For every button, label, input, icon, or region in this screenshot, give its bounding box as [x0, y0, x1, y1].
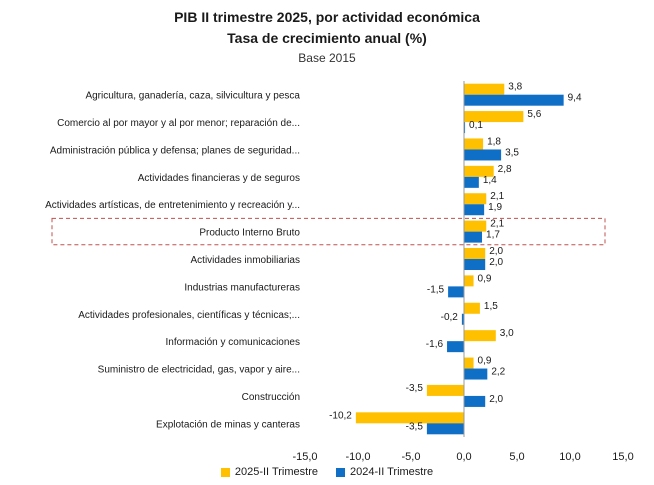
bar-2024 [464, 395, 486, 407]
bar-2024 [461, 313, 464, 325]
data-label-2025: 3,8 [508, 82, 522, 93]
data-label-2024: -1,5 [427, 284, 445, 295]
category-label: Información y comunicaciones [165, 337, 300, 348]
data-label-2024: -0,2 [441, 312, 459, 323]
bar-2025 [355, 412, 464, 424]
bar-2024 [464, 204, 485, 216]
bar-2025 [464, 138, 484, 150]
data-label-2024: 1,9 [488, 202, 502, 213]
bar-2025 [464, 357, 474, 369]
x-tick-label: -5,0 [402, 451, 421, 463]
data-label-2024: 1,4 [483, 175, 497, 186]
data-label-2025: 0,9 [478, 273, 492, 284]
data-label-2024: -3,5 [406, 421, 424, 432]
bar-2024 [464, 176, 479, 188]
data-label-2025: 1,5 [484, 301, 498, 312]
x-tick-label: 15,0 [612, 451, 633, 463]
bar-2025 [426, 384, 464, 396]
data-label-2024: 2,0 [489, 394, 503, 405]
data-label-2025: 2,0 [489, 246, 503, 257]
category-label: Actividades inmobiliarias [191, 255, 301, 266]
bar-2024 [464, 149, 502, 161]
bar-2024 [464, 122, 466, 134]
category-label: Comercio al por mayor y al por menor; re… [57, 118, 300, 129]
data-label-2024: 0,1 [469, 120, 483, 131]
bar-2024 [464, 231, 483, 243]
data-label-2024: 3,5 [505, 147, 519, 158]
legend-swatch-2024 [336, 467, 345, 477]
category-label: Administración pública y defensa; planes… [50, 145, 300, 156]
bar-2025 [464, 193, 487, 205]
chart-subtitle: Tasa de crecimiento anual (%) [227, 30, 427, 46]
bar-2025 [464, 220, 487, 232]
data-label-2025: -3,5 [406, 383, 424, 394]
category-label: Suministro de electricidad, gas, vapor y… [98, 365, 300, 376]
data-label-2024: 9,4 [568, 93, 582, 104]
data-label-2025: 0,9 [478, 356, 492, 367]
data-label-2024: 2,0 [489, 257, 503, 268]
bar-2025 [464, 302, 480, 314]
bar-2024 [448, 286, 464, 298]
data-label-2025: -10,2 [329, 410, 352, 421]
legend: 2025-II Trimestre 2024-II Trimestre [0, 466, 654, 478]
bar-2024 [426, 423, 464, 435]
data-label-2024: 2,2 [491, 367, 505, 378]
x-tick-label: 0,0 [456, 451, 471, 463]
x-tick-label: 10,0 [559, 451, 580, 463]
category-label: Industrias manufactureras [184, 282, 300, 293]
data-label-2024: -1,6 [426, 339, 444, 350]
bar-2025 [464, 275, 474, 287]
x-tick-label: -15,0 [292, 451, 317, 463]
bar-2025 [464, 111, 524, 123]
data-label-2025: 5,6 [527, 109, 541, 120]
category-label: Producto Interno Bruto [199, 228, 300, 239]
chart-note: Base 2015 [298, 51, 356, 65]
x-tick-label: 5,0 [509, 451, 524, 463]
data-label-2025: 2,1 [490, 219, 504, 230]
data-label-2025: 1,8 [487, 136, 501, 147]
bar-2025 [464, 165, 494, 177]
data-label-2025: 2,1 [490, 191, 504, 202]
data-label-2025: 2,8 [498, 164, 512, 175]
bar-2024 [447, 341, 464, 353]
category-label: Actividades artísticas, de entretenimien… [45, 200, 300, 211]
category-label: Agricultura, ganadería, caza, silvicultu… [85, 91, 300, 102]
legend-item-2024: 2024-II Trimestre [336, 466, 433, 478]
bar-2024 [464, 94, 564, 106]
x-tick-label: -10,0 [345, 451, 370, 463]
legend-item-2025: 2025-II Trimestre [220, 466, 318, 478]
bar-2024 [464, 259, 486, 270]
bar-2025 [464, 83, 505, 95]
legend-label-2025: 2025-II Trimestre [234, 466, 318, 478]
data-label-2024: 1,7 [486, 230, 500, 241]
category-label: Explotación de minas y canteras [156, 419, 300, 430]
legend-swatch-2025 [220, 467, 230, 477]
bar-2024 [464, 368, 488, 380]
category-label: Actividades financieras y de seguros [138, 173, 300, 184]
bar-2025 [464, 248, 486, 259]
legend-label-2024: 2024-II Trimestre [350, 466, 434, 478]
data-label-2025: 3,0 [500, 328, 514, 339]
category-label: Construcción [242, 392, 300, 403]
category-label: Actividades profesionales, científicas y… [78, 310, 300, 321]
chart-title: PIB II trimestre 2025, por actividad eco… [174, 9, 480, 25]
highlight-box [51, 217, 606, 246]
bar-2025 [464, 330, 496, 342]
